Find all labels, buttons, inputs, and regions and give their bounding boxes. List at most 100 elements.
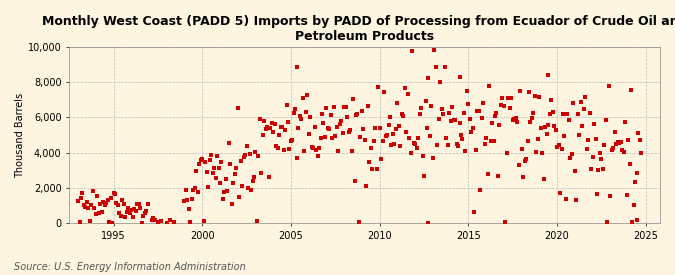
Point	[621, 193, 632, 198]
Point	[632, 171, 643, 175]
Point	[472, 108, 483, 113]
Point	[182, 198, 193, 202]
Point	[427, 155, 438, 160]
Point	[309, 125, 320, 129]
Point	[614, 141, 624, 145]
Point	[213, 166, 224, 170]
Point	[467, 126, 478, 130]
Point	[261, 127, 271, 131]
Point	[442, 143, 453, 147]
Point	[462, 89, 472, 94]
Point	[225, 162, 236, 167]
Point	[400, 86, 410, 90]
Point	[448, 118, 459, 122]
Point	[348, 97, 358, 102]
Point	[439, 65, 450, 69]
Point	[559, 134, 570, 138]
Point	[586, 167, 597, 171]
Point	[522, 138, 533, 143]
Point	[601, 118, 612, 122]
Point	[244, 152, 255, 156]
Point	[153, 219, 163, 224]
Point	[633, 131, 644, 136]
Point	[250, 150, 261, 154]
Point	[222, 189, 233, 193]
Point	[516, 147, 527, 151]
Point	[133, 202, 144, 207]
Point	[504, 106, 515, 111]
Point	[387, 132, 398, 137]
Point	[632, 218, 643, 222]
Point	[364, 160, 375, 165]
Point	[386, 143, 397, 147]
Point	[101, 201, 111, 205]
Point	[622, 138, 633, 142]
Point	[438, 112, 449, 116]
Point	[482, 172, 493, 176]
Point	[181, 188, 192, 192]
Point	[356, 108, 367, 113]
Point	[534, 94, 545, 99]
Point	[138, 214, 148, 218]
Point	[117, 198, 128, 203]
Point	[578, 107, 589, 111]
Point	[515, 89, 526, 93]
Point	[256, 171, 267, 175]
Point	[398, 113, 409, 118]
Point	[560, 197, 571, 202]
Point	[519, 159, 530, 164]
Point	[533, 137, 543, 141]
Point	[247, 179, 258, 183]
Point	[379, 90, 389, 94]
Point	[500, 220, 511, 224]
Point	[568, 101, 578, 105]
Point	[271, 144, 281, 148]
Point	[164, 218, 175, 222]
Point	[617, 148, 628, 153]
Point	[410, 142, 421, 146]
Point	[99, 202, 110, 207]
Point	[453, 144, 464, 148]
Point	[294, 114, 305, 118]
Point	[287, 138, 298, 142]
Point	[334, 121, 345, 126]
Point	[114, 211, 125, 216]
Point	[510, 116, 521, 120]
Point	[135, 205, 146, 210]
Point	[210, 176, 221, 181]
Point	[238, 154, 249, 159]
Point	[420, 99, 431, 103]
Point	[580, 95, 591, 99]
Point	[90, 212, 101, 216]
Point	[105, 196, 116, 200]
Point	[254, 117, 265, 122]
Point	[593, 168, 604, 172]
Point	[616, 139, 626, 144]
Point	[572, 112, 583, 116]
Point	[537, 151, 547, 155]
Point	[376, 156, 387, 161]
Point	[78, 203, 89, 207]
Point	[205, 158, 215, 162]
Point	[300, 110, 311, 114]
Point	[230, 172, 240, 176]
Point	[306, 145, 317, 149]
Point	[195, 158, 206, 163]
Point	[458, 111, 469, 115]
Point	[246, 188, 256, 192]
Point	[124, 211, 135, 215]
Point	[257, 133, 268, 138]
Point	[355, 135, 366, 139]
Point	[464, 117, 475, 122]
Point	[201, 170, 212, 175]
Point	[209, 166, 219, 170]
Point	[436, 107, 447, 111]
Point	[268, 130, 279, 135]
Point	[132, 202, 142, 206]
Point	[446, 119, 456, 123]
Point	[299, 149, 310, 153]
Point	[323, 126, 333, 130]
Point	[547, 110, 558, 115]
Point	[343, 130, 354, 134]
Point	[466, 130, 477, 134]
